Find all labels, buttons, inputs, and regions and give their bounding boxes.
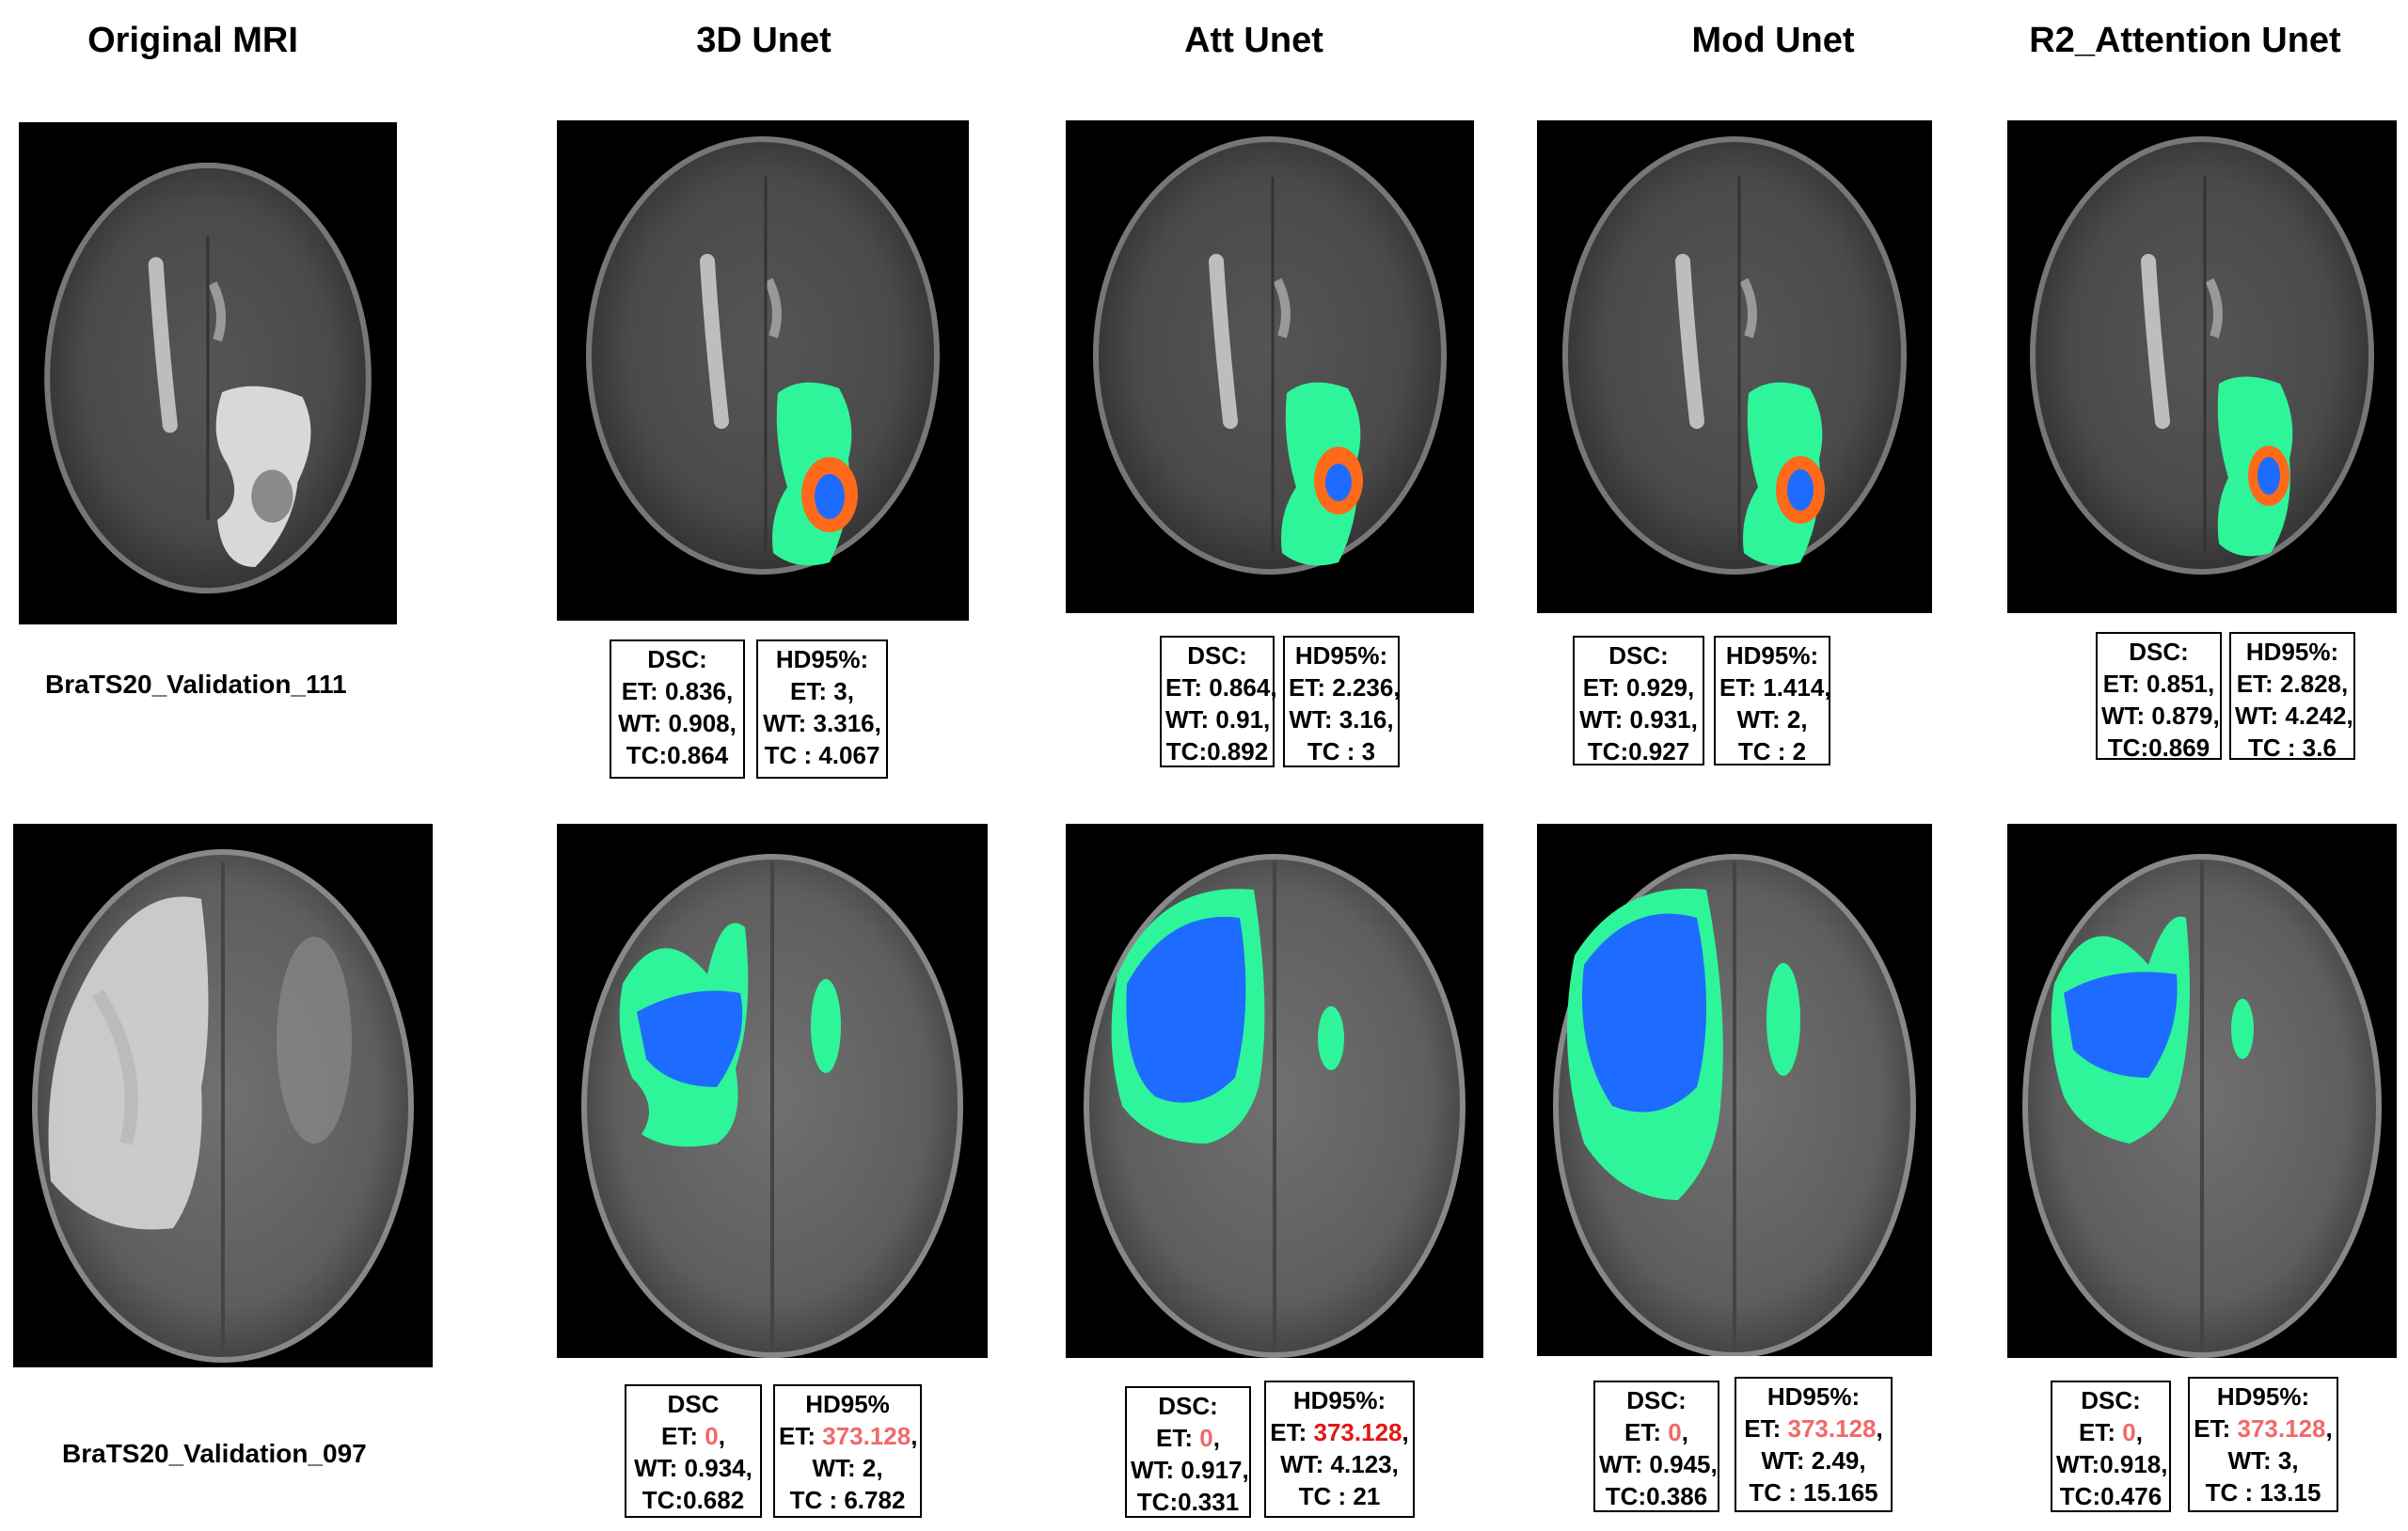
dsc-box-mod-unet-case-111: DSC: ET: 0.929, WT: 0.931, TC:0.927 [1573,636,1704,766]
dsc-box-3d-unet-case-097: DSC ET: 0, WT: 0.934, TC:0.682 [625,1384,762,1518]
hd-box-mod-unet-case-111: HD95%: ET: 1.414, WT: 2, TC : 2 [1714,636,1831,766]
hd-tc: TC : 3 [1307,737,1376,766]
dsc-box-att-unet-case-111: DSC: ET: 0.864, WT: 0.91, TC:0.892 [1160,636,1277,767]
dsc-wt: WT: 0.945, [1599,1450,1718,1478]
hd-et: ET: 373.128, [2194,1414,2333,1443]
hd-header: HD95%: [1725,641,1819,670]
hd-box-3d-unet-case-111: HD95%: ET: 3, WT: 3.316, TC : 4.067 [756,639,888,779]
hd-header: HD95%: [1294,641,1388,670]
dsc-tc: TC:0.476 [2059,1482,2162,1510]
dsc-wt: WT: 0.91, [1165,705,1271,734]
mri-att-unet-case-097 [1066,824,1483,1358]
dsc-wt: WT:0.918, [2056,1450,2168,1478]
mri-original-case-111 [19,122,397,624]
hd-box-3d-unet-case-097: HD95% ET: 373.128, WT: 2, TC : 6.782 [773,1384,922,1518]
mri-3d-unet-case-097 [557,824,988,1358]
dsc-box-mod-unet-case-097: DSC: ET: 0, WT: 0.945, TC:0.386 [1593,1381,1719,1512]
dsc-et: ET: 0, [1156,1424,1220,1452]
column-title-3d-unet: 3D Unet [696,21,832,60]
dsc-tc: TC:0.869 [2107,734,2210,762]
hd-wt: WT: 3.316, [763,709,881,737]
mri-r2-attention-unet-case-097 [2007,824,2397,1358]
dsc-tc: TC:0.682 [642,1486,745,1514]
mri-r2-attention-unet-case-111 [2007,120,2397,613]
dsc-tc: TC:0.864 [626,741,729,769]
dsc-header: DSC: [2081,1386,2141,1414]
hd-et: ET: 373.128, [1270,1418,1409,1446]
hd-box-r2-attention-unet-case-097: HD95%: ET: 373.128, WT: 3, TC : 13.15 [2188,1377,2338,1512]
dsc-wt: WT: 0.879, [2101,702,2220,730]
hd-wt: WT: 4.242, [2235,702,2353,730]
hd-tc: TC : 4.067 [764,741,880,769]
hd-et: ET: 373.128, [1744,1414,1883,1443]
hd-header: HD95%: [2216,1382,2310,1411]
mri-mod-unet-case-111 [1537,120,1932,613]
hd-et: ET: 2.828, [2236,670,2349,698]
hd-tc: TC : 6.782 [789,1486,906,1514]
hd-wt: WT: 2, [812,1454,883,1482]
dsc-et: ET: 0.864, [1165,673,1277,702]
dsc-box-att-unet-case-097: DSC: ET: 0, WT: 0.917, TC:0.331 [1125,1386,1251,1518]
dsc-header: DSC: [1608,641,1669,670]
column-title-att-unet: Att Unet [1184,21,1323,60]
case-label-111: BraTS20_Validation_111 [45,670,347,699]
hd-wt: WT: 4.123, [1280,1450,1399,1478]
dsc-box-r2-attention-unet-case-097: DSC: ET: 0, WT:0.918, TC:0.476 [2051,1381,2171,1512]
dsc-tc: TC:0.927 [1587,737,1690,766]
hd-et: ET: 1.414, [1719,673,1831,702]
dsc-et: ET: 0, [661,1422,725,1450]
hd-header: HD95%: [1766,1382,1861,1411]
hd-wt: WT: 3.16, [1289,705,1394,734]
dsc-et: ET: 0.836, [621,677,734,705]
hd-box-att-unet-case-097: HD95%: ET: 373.128, WT: 4.123, TC : 21 [1264,1381,1415,1518]
hd-box-att-unet-case-111: HD95%: ET: 2.236, WT: 3.16, TC : 3 [1283,636,1401,767]
dsc-wt: WT: 0.931, [1579,705,1698,734]
dsc-header: DSC: [2129,638,2189,666]
dsc-header: DSC [667,1390,720,1418]
dsc-tc: TC:0.892 [1165,737,1269,766]
hd-wt: WT: 3, [2227,1446,2299,1475]
column-title-original: Original MRI [87,21,298,60]
hd-header: HD95%: [1292,1386,1386,1414]
dsc-box-3d-unet-case-111: DSC: ET: 0.836, WT: 0.908, TC:0.864 [610,639,745,779]
mri-original-case-097 [13,824,433,1367]
hd-header: HD95% [805,1390,890,1418]
mri-mod-unet-case-097 [1537,824,1932,1356]
dsc-tc: TC:0.331 [1136,1488,1240,1516]
column-title-r2-attention-unet: R2_Attention Unet [2029,21,2341,60]
column-title-mod-unet: Mod Unet [1691,21,1855,60]
dsc-et: ET: 0, [2079,1418,2143,1446]
dsc-et: ET: 0.851, [2102,670,2215,698]
dsc-wt: WT: 0.934, [634,1454,752,1482]
dsc-box-r2-attention-unet-case-111: DSC: ET: 0.851, WT: 0.879, TC:0.869 [2096,632,2222,762]
mri-3d-unet-case-111 [557,120,969,621]
dsc-wt: WT: 0.917, [1131,1456,1249,1484]
hd-wt: WT: 2, [1736,705,1808,734]
case-label-097: BraTS20_Validation_097 [62,1439,367,1468]
hd-header: HD95%: [2245,638,2339,666]
hd-tc: TC : 21 [1298,1482,1381,1510]
dsc-et: ET: 0, [1624,1418,1688,1446]
dsc-header: DSC: [1158,1392,1218,1420]
hd-et: ET: 3, [790,677,854,705]
hd-tc: TC : 15.165 [1749,1478,1878,1507]
dsc-wt: WT: 0.908, [618,709,737,737]
hd-box-mod-unet-case-097: HD95%: ET: 373.128, WT: 2.49, TC : 15.16… [1735,1377,1893,1512]
hd-et: ET: 2.236, [1289,673,1401,702]
hd-et: ET: 373.128, [779,1422,918,1450]
dsc-header: DSC: [1187,641,1247,670]
hd-wt: WT: 2.49, [1761,1446,1866,1475]
dsc-header: DSC: [647,645,707,673]
hd-tc: TC : 13.15 [2205,1478,2321,1507]
hd-tc: TC : 3.6 [2248,734,2337,762]
mri-att-unet-case-111 [1066,120,1474,613]
dsc-header: DSC: [1626,1386,1687,1414]
hd-tc: TC : 2 [1737,737,1807,766]
dsc-et: ET: 0.929, [1582,673,1695,702]
dsc-tc: TC:0.386 [1605,1482,1708,1510]
hd-box-r2-attention-unet-case-111: HD95%: ET: 2.828, WT: 4.242, TC : 3.6 [2229,632,2355,762]
hd-header: HD95%: [775,645,869,673]
